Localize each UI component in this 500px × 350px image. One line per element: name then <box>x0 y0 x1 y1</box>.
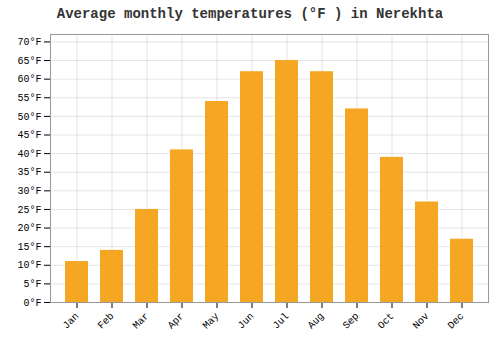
svg-text:70°F: 70°F <box>17 37 41 48</box>
html-text:Average monthly temperatures (: Average monthly temperatures (°F ) in Ne… <box>56 6 444 22</box>
svg-text:35°F: 35°F <box>17 167 41 178</box>
svg-text:20°F: 20°F <box>17 223 41 234</box>
svg-text:30°F: 30°F <box>17 186 41 197</box>
svg-text:15°F: 15°F <box>17 242 41 253</box>
svg-text:25°F: 25°F <box>17 205 41 216</box>
svg-text:Jun: Jun <box>236 311 257 332</box>
svg-text:Apr: Apr <box>166 311 187 332</box>
svg-text:45°F: 45°F <box>17 130 41 141</box>
svg-text:Aug: Aug <box>306 311 327 332</box>
svg-text:Jul: Jul <box>271 311 292 332</box>
svg-text:Dec: Dec <box>446 311 467 332</box>
svg-text:50°F: 50°F <box>17 112 41 123</box>
svg-text:Mar: Mar <box>131 311 152 332</box>
svg-text:Feb: Feb <box>96 311 117 332</box>
svg-text:May: May <box>201 311 222 332</box>
svg-text:Nov: Nov <box>411 311 432 332</box>
svg-text:55°F: 55°F <box>17 93 41 104</box>
svg-text:Sep: Sep <box>341 311 362 332</box>
svg-text:Jan: Jan <box>61 311 82 332</box>
svg-text:0°F: 0°F <box>23 298 41 309</box>
svg-text:60°F: 60°F <box>17 74 41 85</box>
svg-text:Oct: Oct <box>376 311 397 332</box>
svg-text:5°F: 5°F <box>23 279 41 290</box>
svg-text:10°F: 10°F <box>17 260 41 271</box>
svg-text:65°F: 65°F <box>17 56 41 67</box>
svg-text:40°F: 40°F <box>17 149 41 160</box>
